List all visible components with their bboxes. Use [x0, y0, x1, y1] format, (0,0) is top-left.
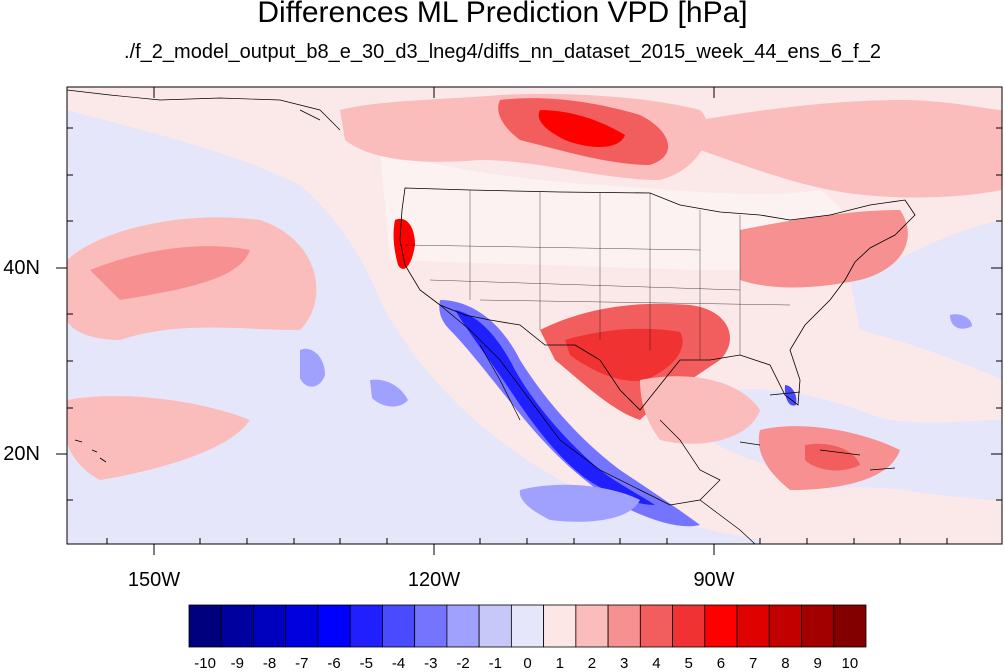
colorbar-swatch: [607, 604, 641, 648]
northeast-pink: [740, 210, 908, 288]
california-red: [393, 218, 415, 269]
colorbar-swatch: [317, 604, 351, 648]
colorbar-swatch: [575, 604, 609, 648]
colorbar-swatch: [801, 604, 835, 648]
colorbar-swatch: [220, 604, 254, 648]
colorbar-swatch: [672, 604, 706, 648]
texas-red-core: [565, 328, 683, 381]
atlantic-blue-patch: [950, 314, 972, 329]
chart-title: Differences ML Prediction VPD [hPa]: [257, 0, 748, 29]
colorbar-label: 10: [841, 655, 859, 672]
colorbar-label: 5: [684, 655, 693, 672]
lon-label-150w: 150W: [127, 569, 181, 591]
colorbar-swatch: [478, 604, 512, 648]
caribbean-red-core: [805, 443, 860, 471]
colorbar-label: -1: [488, 655, 502, 672]
colorbar-label: -9: [230, 655, 245, 672]
axis-ticks: [56, 87, 1002, 555]
colorbar-label: -4: [391, 655, 406, 672]
map-frame: [66, 86, 1003, 545]
hudson-pink: [700, 100, 1002, 198]
canada-deep-red: [538, 110, 625, 147]
colorbar-label: -10: [194, 655, 216, 672]
baja-blue-patch: [370, 379, 408, 407]
state-lines: [404, 190, 791, 360]
colorbar-swatch: [639, 604, 673, 648]
caribbean-islands: [739, 391, 896, 471]
lon-label-120w: 120W: [407, 569, 461, 591]
colorbar-swatch: [704, 604, 738, 648]
colorbar-label: -2: [456, 655, 470, 672]
hawaii-islands: [74, 439, 107, 463]
florida-blue: [784, 385, 797, 406]
colorbar-label: -8: [262, 655, 277, 672]
colorbar-swatch: [543, 604, 577, 648]
colorbar-swatch: [349, 604, 383, 648]
colorbar-swatch: [285, 604, 319, 648]
lat-label-20n: 20N: [3, 443, 40, 465]
colorbar-label: 3: [620, 655, 629, 672]
colorbar-label: -7: [295, 655, 309, 672]
gulf-pink: [640, 376, 760, 444]
pacific-blue-patch: [300, 348, 325, 387]
colorbar-label: 0: [523, 655, 532, 672]
alaska-coast: [67, 89, 341, 131]
pacific-pink-south: [67, 396, 250, 480]
central-america-outline: [699, 499, 756, 544]
mexico-outline: [439, 304, 721, 506]
southern-blue-patch: [519, 484, 640, 522]
colorbar-label: -3: [424, 655, 438, 672]
lon-label-90w: 90W: [693, 569, 735, 591]
map-field: [67, 87, 1002, 544]
colorbar-swatch: [510, 604, 545, 648]
colorbar-swatch: [253, 604, 287, 648]
colorbar-label: 1: [555, 655, 564, 672]
lat-label-40n: 40N: [3, 257, 40, 279]
canada-light-region: [380, 150, 858, 270]
colorbar-swatch: [188, 604, 222, 648]
colorbar-label: -6: [327, 655, 341, 672]
chart-subtitle: ./f_2_model_output_b8_e_30_d3_lneg4/diff…: [124, 41, 881, 63]
colorbar-label: 2: [587, 655, 597, 672]
colorbar-label: 7: [748, 655, 758, 672]
colorbar-label: -5: [359, 655, 373, 672]
colorbar-swatch: [382, 604, 416, 648]
colorbar-swatch: [833, 604, 867, 648]
us-outline: [399, 187, 916, 411]
mexico-deep-blue: [455, 310, 655, 505]
colorbar-swatch: [768, 604, 802, 648]
colorbar-label: 6: [716, 655, 726, 672]
colorbar-swatch: [414, 604, 448, 648]
colorbar-swatch: [736, 604, 770, 648]
atlantic-blue-region: [850, 220, 1002, 380]
colorbar-label: 4: [652, 655, 661, 672]
colorbar-swatch: [446, 604, 480, 648]
colorbar-label: 8: [781, 655, 790, 672]
colorbar-label: 9: [813, 655, 822, 672]
pacific-pink-band-2: [90, 246, 250, 300]
